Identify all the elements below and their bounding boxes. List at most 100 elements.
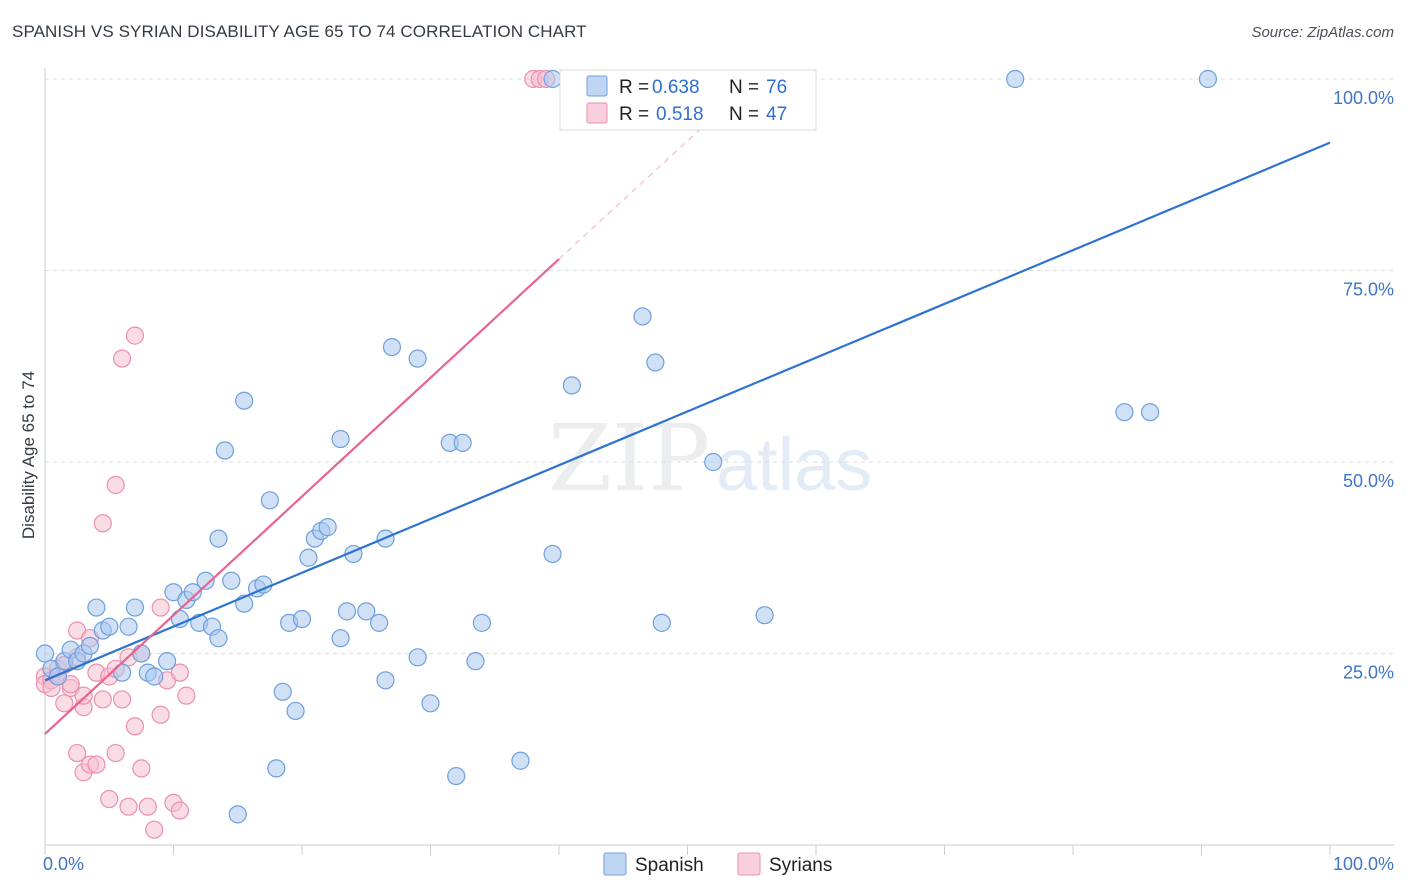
- spanish-point: [370, 613, 389, 632]
- syrians-trendline-extension: [558, 116, 714, 260]
- spanish-point: [145, 667, 164, 686]
- syrians-n-value: 47: [766, 104, 787, 125]
- axes: [44, 68, 1394, 855]
- spanish-point: [215, 441, 234, 460]
- spanish-points: [35, 69, 1218, 824]
- source-label: Source: ZipAtlas.com: [1251, 24, 1394, 41]
- syrians-point: [177, 686, 196, 705]
- spanish-point: [292, 609, 312, 629]
- syrians-point: [100, 789, 119, 809]
- syrians-point: [93, 514, 112, 533]
- spanish-point: [357, 602, 376, 621]
- spanish-r-value: 0.638: [652, 77, 700, 98]
- y-tick-label: 75.0%: [1343, 280, 1394, 300]
- y-tick-label: 50.0%: [1343, 471, 1394, 491]
- spanish-trendline: [44, 141, 1331, 682]
- spanish-point: [447, 766, 466, 786]
- chart-title: SPANISH VS SYRIAN DISABILITY AGE 65 TO 7…: [12, 22, 587, 41]
- spanish-point: [132, 644, 151, 663]
- syrians-point: [68, 743, 87, 763]
- syrians-point: [55, 694, 74, 713]
- legend-syrians-swatch: [737, 852, 761, 876]
- syrians-point: [170, 663, 190, 682]
- legend-spanish-swatch: [603, 852, 627, 876]
- spanish-point: [704, 452, 723, 472]
- y-axis-label: Disability Age 65 to 74: [19, 371, 38, 539]
- spanish-point: [543, 69, 562, 89]
- spanish-point: [125, 598, 145, 617]
- spanish-point: [408, 648, 427, 667]
- spanish-n-label: N =: [729, 77, 759, 98]
- syrians-point: [151, 598, 170, 617]
- y-tick-label: 25.0%: [1343, 663, 1394, 683]
- syrians-point: [112, 349, 132, 368]
- spanish-point: [80, 636, 100, 655]
- spanish-r-label: R =: [619, 77, 649, 98]
- grid: [45, 78, 1394, 654]
- spanish-point: [318, 518, 337, 537]
- syrians-point: [125, 717, 145, 736]
- spanish-point: [421, 694, 440, 713]
- syrians-point: [170, 801, 190, 820]
- spanish-point: [755, 606, 774, 625]
- spanish-point: [100, 617, 119, 636]
- spanish-point: [652, 613, 671, 632]
- syrians-point: [151, 705, 170, 724]
- spanish-point: [1140, 403, 1160, 422]
- spanish-point: [633, 307, 652, 326]
- spanish-point: [228, 805, 247, 824]
- spanish-point: [209, 529, 228, 548]
- spanish-point: [260, 491, 279, 510]
- spanish-point: [331, 629, 350, 648]
- trendlines: [44, 116, 1331, 735]
- legend-spanish-label: Spanish: [635, 855, 704, 876]
- spanish-point: [331, 429, 350, 449]
- spanish-point: [273, 682, 292, 701]
- series-legend: Spanish Syrians: [603, 852, 832, 876]
- syrians-point: [138, 797, 157, 816]
- spanish-point: [408, 349, 427, 368]
- spanish-point: [209, 629, 228, 648]
- spanish-point: [222, 571, 241, 590]
- spanish-point: [511, 751, 530, 770]
- spanish-point: [376, 671, 395, 690]
- watermark-atlas: atlas: [716, 423, 872, 506]
- x-tick-label: 0.0%: [43, 854, 84, 874]
- stats-legend: R = 0.638 N = 76 R = 0.518 N = 47: [559, 69, 817, 131]
- syrians-point: [74, 686, 93, 705]
- legend-syrians-label: Syrians: [769, 855, 832, 876]
- spanish-point: [267, 759, 286, 778]
- spanish-point: [1198, 69, 1218, 89]
- spanish-point: [87, 598, 106, 617]
- spanish-point: [472, 613, 491, 632]
- spanish-point: [453, 433, 472, 452]
- x-tick-label: 100.0%: [1333, 854, 1394, 874]
- syrians-r-label: R =: [619, 104, 649, 125]
- syrians-trendline: [44, 258, 560, 735]
- spanish-point: [1006, 69, 1025, 89]
- spanish-point: [183, 583, 202, 602]
- spanish-point: [562, 376, 581, 395]
- spanish-point: [157, 652, 177, 671]
- spanish-point: [382, 338, 402, 357]
- spanish-point: [466, 652, 485, 671]
- syrians-point: [132, 759, 151, 778]
- spanish-point: [299, 548, 318, 567]
- spanish-point: [235, 391, 254, 410]
- syrians-point: [119, 797, 138, 816]
- syrians-point: [145, 820, 164, 839]
- spanish-n-value: 76: [766, 77, 787, 98]
- spanish-point: [286, 701, 305, 721]
- syrians-point: [112, 690, 132, 709]
- syrians-point: [125, 326, 145, 345]
- syrians-point: [87, 755, 106, 774]
- syrians-points: [35, 69, 556, 839]
- spanish-point: [1115, 403, 1134, 422]
- syrians-swatch: [586, 102, 608, 124]
- spanish-point: [543, 544, 562, 564]
- spanish-point: [337, 602, 357, 621]
- spanish-point: [119, 617, 138, 636]
- tick-labels: 25.0% 50.0% 75.0% 100.0% 0.0% 100.0%: [43, 88, 1394, 874]
- syrians-point: [106, 475, 125, 495]
